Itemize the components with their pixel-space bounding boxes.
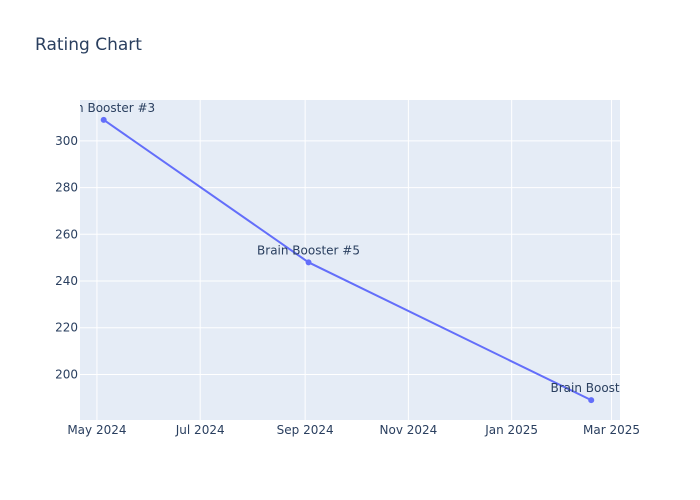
y-tick-label: 300: [55, 134, 78, 148]
point-label: Brain Booster #5: [257, 243, 360, 257]
x-tick-label: Jan 2025: [484, 423, 538, 437]
x-tick-label: May 2024: [67, 423, 126, 437]
y-tick-label: 240: [55, 274, 78, 288]
x-tick-label: Mar 2025: [583, 423, 640, 437]
y-axis-ticks: 200 220 240 260 280 300: [55, 134, 78, 382]
series-layer: [100, 116, 595, 404]
point-label: Brain Booster #3: [52, 101, 155, 115]
data-point: [100, 116, 107, 123]
plot-background: [80, 100, 620, 420]
x-tick-label: Jul 2024: [175, 423, 225, 437]
x-tick-label: Sep 2024: [277, 423, 334, 437]
y-tick-label: 260: [55, 227, 78, 241]
x-tick-label: Nov 2024: [380, 423, 438, 437]
y-tick-label: 200: [55, 367, 78, 381]
data-point: [305, 259, 312, 266]
chart-title: Rating Chart: [35, 35, 142, 55]
point-labels: Brain Booster #3 Brain Booster #5 Brain Bo…: [52, 101, 632, 395]
x-axis-ticks: May 2024 Jul 2024 Sep 2024 Nov 2024 Jan 2025…: [67, 423, 640, 437]
point-label: Brain Booster: [550, 381, 632, 395]
y-tick-label: 220: [55, 321, 78, 335]
y-tick-label: 280: [55, 181, 78, 195]
data-point: [588, 397, 595, 404]
grid: [80, 100, 620, 420]
